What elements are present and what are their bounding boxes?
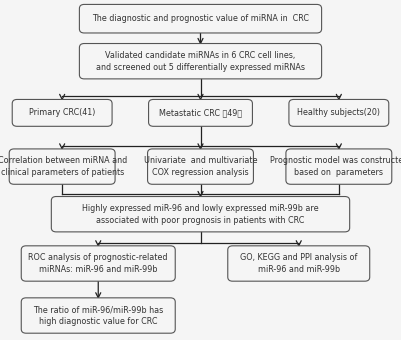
FancyBboxPatch shape <box>228 246 370 281</box>
FancyBboxPatch shape <box>12 99 112 126</box>
Text: The ratio of miR-96/miR-99b has
high diagnostic value for CRC: The ratio of miR-96/miR-99b has high dia… <box>33 305 163 326</box>
FancyBboxPatch shape <box>148 99 253 126</box>
FancyBboxPatch shape <box>21 298 175 333</box>
Text: Highly expressed miR-96 and lowly expressed miR-99b are
associated with poor pro: Highly expressed miR-96 and lowly expres… <box>82 204 319 225</box>
Text: Validated candidate miRNAs in 6 CRC cell lines,
and screened out 5 differentiall: Validated candidate miRNAs in 6 CRC cell… <box>96 51 305 72</box>
Text: Healthy subjects(20): Healthy subjects(20) <box>298 108 380 117</box>
Text: The diagnostic and prognostic value of miRNA in  CRC: The diagnostic and prognostic value of m… <box>92 14 309 23</box>
Text: ROC analysis of prognostic-related
miRNAs: miR-96 and miR-99b: ROC analysis of prognostic-related miRNA… <box>28 253 168 274</box>
Text: Primary CRC(41): Primary CRC(41) <box>29 108 95 117</box>
Text: GO, KEGG and PPI analysis of
miR-96 and miR-99b: GO, KEGG and PPI analysis of miR-96 and … <box>240 253 357 274</box>
FancyBboxPatch shape <box>21 246 175 281</box>
FancyBboxPatch shape <box>79 4 322 33</box>
FancyBboxPatch shape <box>286 149 392 184</box>
FancyBboxPatch shape <box>79 44 322 79</box>
FancyBboxPatch shape <box>148 149 253 184</box>
Text: Univariate  and multivariate
COX regression analysis: Univariate and multivariate COX regressi… <box>144 156 257 177</box>
FancyBboxPatch shape <box>9 149 115 184</box>
Text: Metastatic CRC （49）: Metastatic CRC （49） <box>159 108 242 117</box>
FancyBboxPatch shape <box>51 197 350 232</box>
Text: Correlation between miRNA and
clinical parameters of patients: Correlation between miRNA and clinical p… <box>0 156 127 177</box>
Text: Prognostic model was constructed
based on  parameters: Prognostic model was constructed based o… <box>269 156 401 177</box>
FancyBboxPatch shape <box>289 99 389 126</box>
